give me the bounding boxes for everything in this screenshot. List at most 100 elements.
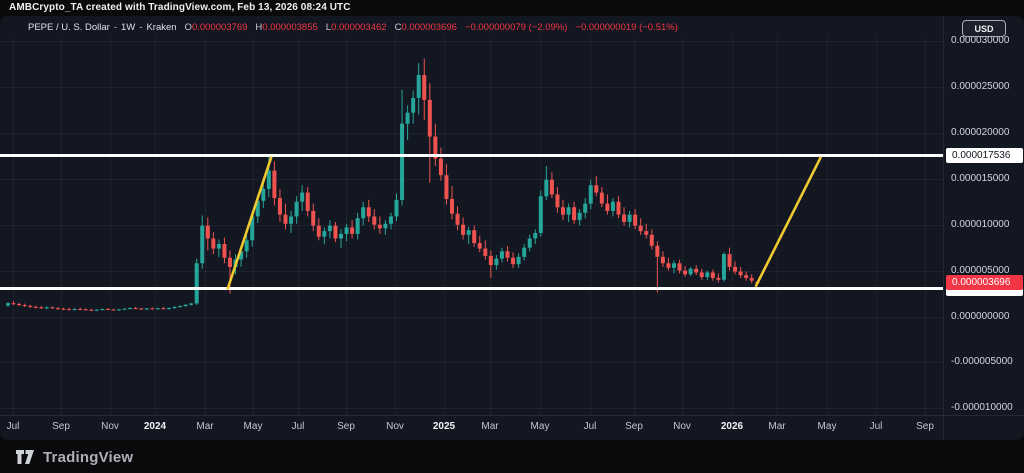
candle — [50, 307, 55, 309]
candle — [605, 203, 610, 211]
grid-line-vertical — [155, 36, 156, 415]
candle — [150, 308, 155, 310]
candle — [644, 231, 649, 235]
candle — [394, 199, 399, 217]
candle — [683, 270, 688, 275]
candle — [105, 308, 110, 310]
candle — [72, 308, 77, 310]
candle — [366, 207, 371, 217]
time-tick-label: 2025 — [432, 421, 456, 432]
grid-line-vertical — [110, 36, 111, 415]
attribution-bar: AMBCrypto_TA created with TradingView.co… — [0, 0, 1024, 16]
candle — [61, 308, 66, 310]
candle — [488, 255, 493, 266]
candle — [577, 212, 582, 221]
symbol-title[interactable]: PEPE / U. S. Dollar — [28, 22, 110, 33]
candle — [422, 75, 427, 100]
candle — [566, 207, 571, 215]
candle — [538, 196, 543, 233]
candle — [333, 225, 338, 239]
candle — [377, 224, 382, 229]
chart-legend[interactable]: PEPE / U. S. Dollar -1W - Kraken O0.00000376… — [28, 22, 678, 34]
time-tick-label: 2026 — [720, 421, 744, 432]
candle — [494, 258, 499, 266]
grid-line-horizontal — [0, 408, 943, 410]
candle — [744, 275, 749, 278]
candle — [117, 309, 121, 311]
candle — [627, 214, 632, 222]
candle — [339, 233, 343, 239]
grid-line-vertical — [61, 36, 62, 415]
time-tick-label: Nov — [101, 421, 119, 432]
grid-line-vertical — [490, 36, 491, 415]
candle — [572, 207, 577, 221]
interval-label: 1W — [121, 22, 136, 33]
tradingview-logo-icon[interactable] — [14, 450, 36, 464]
candle — [272, 170, 277, 199]
trendline-rally-2024[interactable] — [226, 156, 273, 290]
candle — [527, 238, 532, 248]
candle — [94, 309, 99, 311]
time-tick-label: Mar — [481, 421, 499, 432]
price-tick-label: 0.000015000 — [951, 172, 1010, 184]
legend-separator: - — [139, 22, 143, 33]
time-tick-label: Mar — [768, 421, 786, 432]
candle — [461, 224, 466, 235]
grid-line-vertical — [444, 36, 445, 415]
drawings-layer[interactable] — [0, 16, 943, 440]
candle — [305, 192, 310, 211]
candle — [466, 230, 471, 235]
candle — [616, 201, 621, 215]
candle — [216, 243, 221, 249]
candle — [67, 309, 72, 311]
candle — [588, 185, 593, 204]
candle — [261, 188, 266, 201]
candle — [405, 112, 410, 124]
candle — [633, 214, 638, 226]
candle — [255, 200, 260, 217]
exchange-label: Kraken — [146, 22, 177, 33]
time-tick-label: Sep — [916, 421, 934, 432]
candle — [28, 305, 33, 307]
candle — [200, 225, 205, 264]
candle — [17, 304, 22, 306]
candle — [705, 272, 710, 278]
ohlc-open: O0.000003769 — [184, 22, 248, 33]
candle — [599, 192, 604, 204]
grid-line-vertical — [298, 36, 299, 415]
candle — [555, 194, 560, 208]
price-tick-label: 0.000025000 — [951, 81, 1010, 92]
grid-line-horizontal — [0, 316, 943, 318]
candle — [133, 308, 138, 310]
price-tick-label: 0.000030000 — [951, 35, 1010, 47]
candle — [39, 307, 44, 309]
candle — [183, 304, 188, 306]
candle — [438, 158, 443, 176]
support-line[interactable] — [0, 286, 943, 290]
tradingview-logo-text[interactable]: TradingView — [43, 448, 134, 466]
legend-separator: - — [113, 22, 118, 33]
attribution-text: AMBCrypto_TA created with TradingView.co… — [9, 2, 351, 13]
currency-toggle-button[interactable]: USD — [962, 20, 1006, 37]
candle — [583, 203, 588, 213]
candle — [444, 175, 449, 199]
candle — [477, 243, 482, 249]
candlestick-layer — [6, 58, 760, 312]
grid-line-horizontal — [0, 87, 943, 88]
candle — [316, 225, 321, 237]
change-secondary: −0.000000019 (−0.51%) — [575, 22, 678, 33]
time-axis-separator — [0, 415, 1024, 416]
candle — [655, 245, 660, 257]
candle — [638, 225, 643, 232]
candle — [266, 170, 271, 189]
trendline-projected-rally-2026[interactable] — [754, 156, 822, 288]
candle — [516, 256, 521, 265]
candle — [111, 309, 116, 311]
resistance-line[interactable] — [0, 154, 943, 158]
grid-line-vertical — [590, 36, 591, 415]
price-tick-label: 0.000005000 — [951, 264, 1010, 276]
candle — [355, 218, 360, 234]
candle — [416, 75, 421, 99]
price-axis-separator — [943, 16, 944, 440]
